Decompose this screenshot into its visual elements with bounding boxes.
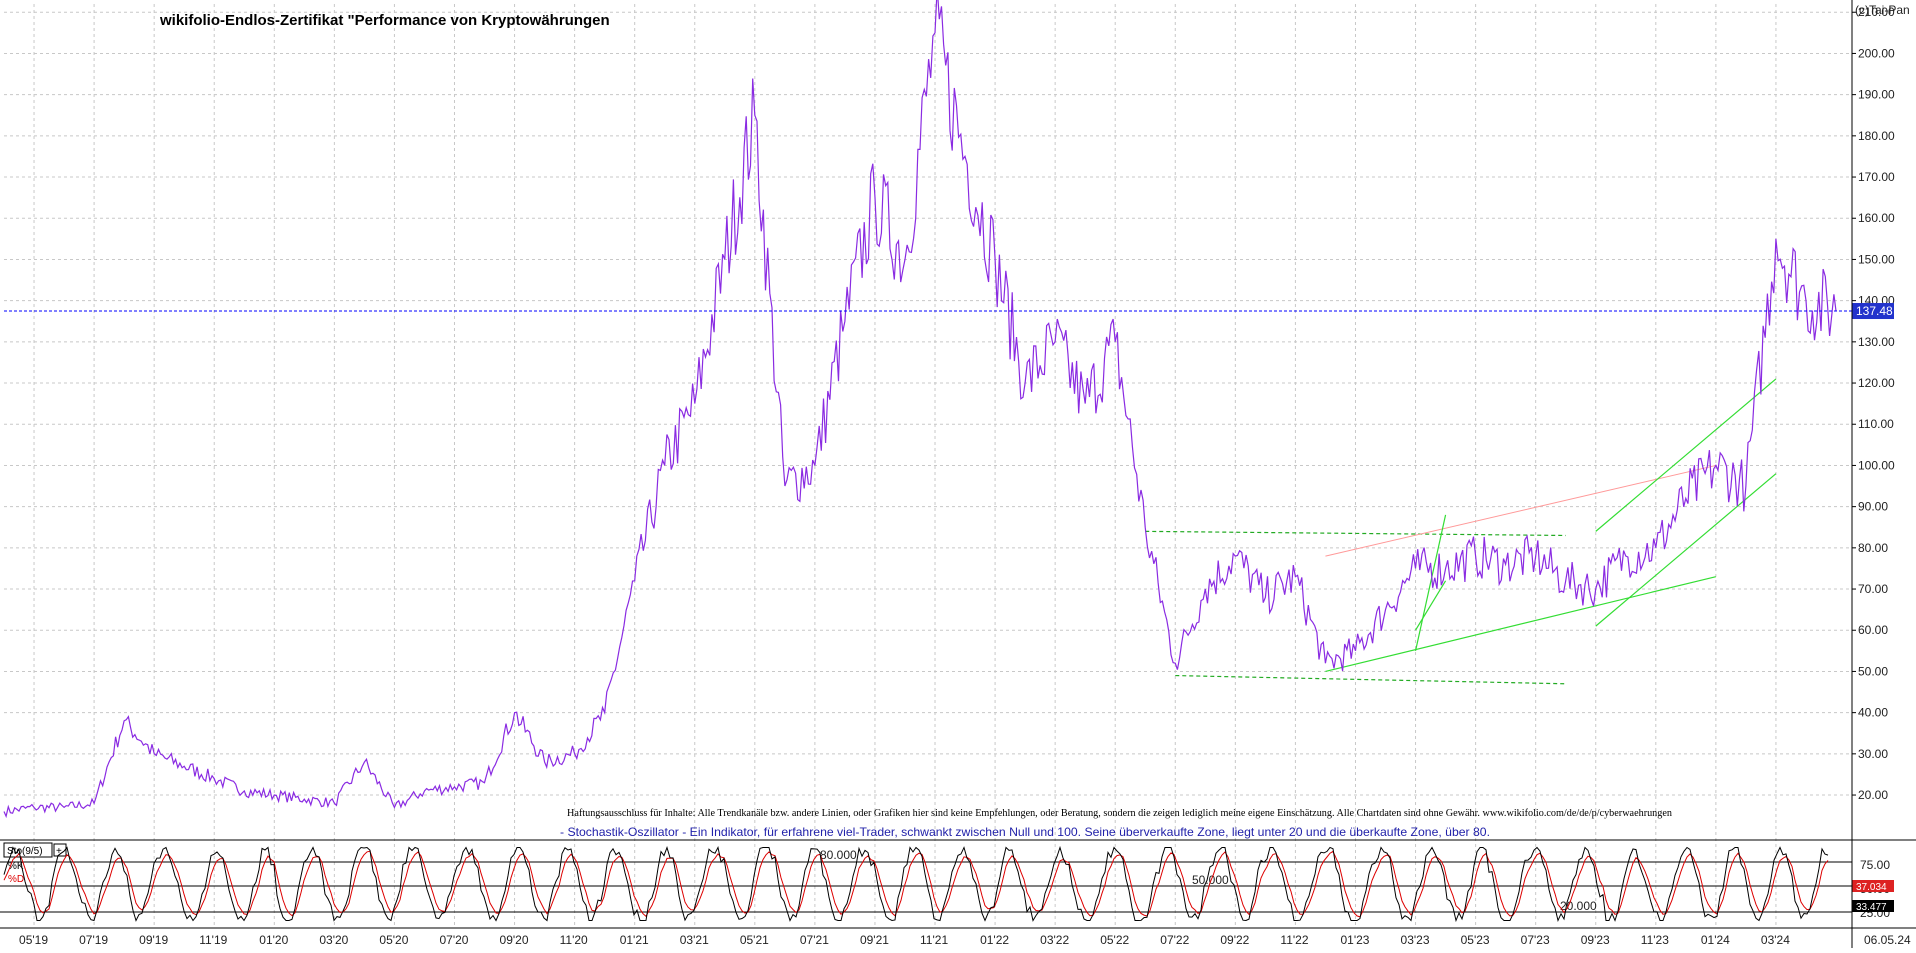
level-80-label: 80.000 <box>820 848 857 862</box>
y-tick-label: 170.00 <box>1858 170 1895 184</box>
level-50-label: 50.000 <box>1192 873 1229 887</box>
k-legend: %K <box>8 861 24 872</box>
y-tick-label: 200.00 <box>1858 46 1895 60</box>
y-tick-label: 180.00 <box>1858 129 1895 143</box>
x-tick-label: 03'20 <box>319 933 348 947</box>
date-label: 06.05.24 <box>1864 933 1911 947</box>
price-series-line <box>3 0 1837 819</box>
y-tick-label: 120.00 <box>1858 376 1895 390</box>
x-tick-label: 05'21 <box>740 933 769 947</box>
x-tick-label: 01'23 <box>1340 933 1369 947</box>
trendline-green-dashed <box>1175 674 1566 685</box>
chart-title: wikifolio-Endlos-Zertifikat "Performance… <box>159 12 610 29</box>
k-value: 37.034 <box>1856 882 1887 893</box>
x-tick-label: 01'22 <box>980 933 1009 947</box>
x-tick-label: 07'21 <box>800 933 829 947</box>
y-tick-label: 130.00 <box>1858 335 1895 349</box>
x-tick-label: 05'19 <box>19 933 48 947</box>
y-tick-label: 210.00 <box>1858 5 1895 19</box>
k-value-badge <box>1852 880 1894 892</box>
x-tick-label: 11'23 <box>1641 933 1669 947</box>
y-tick-label: 110.00 <box>1858 417 1894 431</box>
indicator-expand-button[interactable] <box>53 843 67 857</box>
y-tick-label: 50.00 <box>1858 664 1888 678</box>
x-tick-label: 03'23 <box>1401 933 1430 947</box>
x-tick-label: 11'20 <box>560 933 588 947</box>
copyright: (c)Tai-Pan <box>1855 3 1910 17</box>
d-value-badge <box>1852 900 1894 912</box>
d-legend: %D <box>8 874 24 885</box>
y-tick-label: 160.00 <box>1858 211 1895 225</box>
d-value: 33.477 <box>1856 902 1887 913</box>
x-tick-label: 09'23 <box>1581 933 1610 947</box>
x-tick-label: 09'22 <box>1220 933 1249 947</box>
y-tick-label: 90.00 <box>1858 500 1888 514</box>
trendline-pink <box>1325 464 1716 557</box>
last-price-label: 137.48 <box>1856 304 1893 318</box>
x-tick-label: 07'22 <box>1160 933 1189 947</box>
y-tick-label: 150.00 <box>1858 252 1895 266</box>
y-tick-label: 70.00 <box>1858 582 1888 596</box>
x-tick-label: 01'20 <box>259 933 288 947</box>
trendline-green <box>1595 473 1777 627</box>
x-tick-label: 03'21 <box>680 933 709 947</box>
y-tick-label: 80.00 <box>1858 541 1888 555</box>
last-price-badge <box>1852 303 1894 320</box>
stoch-d-line <box>3 850 1829 918</box>
x-tick-label: 07'23 <box>1521 933 1550 947</box>
x-tick-label: 05'22 <box>1100 933 1129 947</box>
stochastic-panel: Sto(9/5) + %K %D 80.000 50.000 20.000 75… <box>0 842 1894 923</box>
x-axis: 05'19 07'19 09'19 11'19 01'20 03'20 05'20 07'20… <box>19 933 1790 947</box>
y-tick-label: 60.00 <box>1858 623 1888 637</box>
x-tick-label: 11'21 <box>920 933 948 947</box>
plus-icon: + <box>56 846 62 857</box>
trendline-green <box>1415 580 1447 631</box>
x-tick-label: 11'22 <box>1280 933 1308 947</box>
stoch-tick-75: 75.00 <box>1860 858 1890 872</box>
x-tick-label: 07'19 <box>79 933 108 947</box>
trendline-green <box>1414 514 1447 651</box>
y-tick-label: 20.00 <box>1858 788 1888 802</box>
trendlines <box>1145 378 1777 685</box>
y-tick-label: 100.00 <box>1858 458 1895 472</box>
y-tick-label: 190.00 <box>1858 88 1895 102</box>
trendline-green <box>1595 378 1777 532</box>
x-tick-label: 01'21 <box>620 933 649 947</box>
x-tick-label: 05'20 <box>379 933 408 947</box>
level-20-label: 20.000 <box>1560 899 1597 913</box>
x-tick-label: 11'19 <box>199 933 227 947</box>
y-tick-label: 40.00 <box>1858 706 1888 720</box>
disclaimer-text: Haftungsausschluss für Inhalte: Alle Tre… <box>567 808 1672 819</box>
grid <box>4 4 1852 928</box>
x-tick-label: 03'24 <box>1761 933 1790 947</box>
x-tick-label: 03'22 <box>1040 933 1069 947</box>
trendline-green-dashed <box>1145 530 1566 537</box>
stoch-k-line <box>3 845 1829 923</box>
trendline-green <box>1325 576 1717 673</box>
x-tick-label: 01'24 <box>1701 933 1730 947</box>
x-tick-label: 09'21 <box>860 933 889 947</box>
indicator-label: Sto(9/5) <box>7 846 43 857</box>
stoch-note-text: - Stochastik-Oszillator - Ein Indikator,… <box>560 825 1490 839</box>
x-tick-label: 05'23 <box>1461 933 1490 947</box>
x-tick-label: 09'20 <box>500 933 529 947</box>
y-tick-label: 30.00 <box>1858 747 1888 761</box>
x-tick-label: 09'19 <box>139 933 168 947</box>
x-tick-label: 07'20 <box>439 933 468 947</box>
